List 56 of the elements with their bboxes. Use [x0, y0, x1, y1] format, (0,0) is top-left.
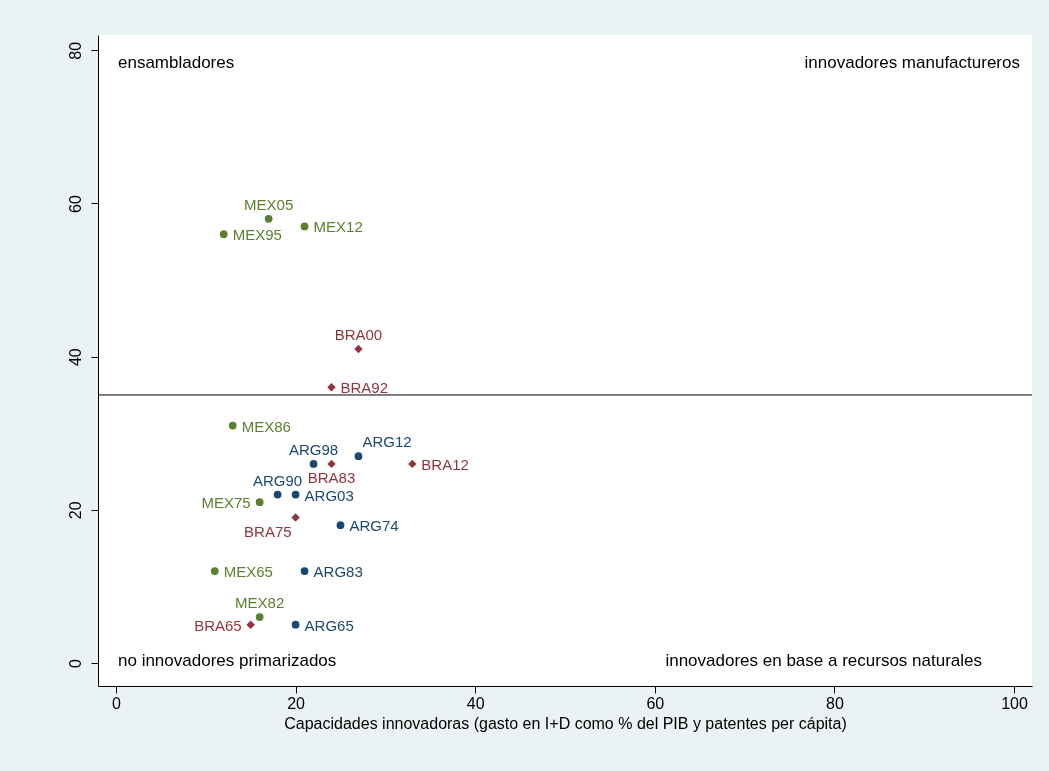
annotation: MEX82: [235, 594, 285, 612]
annotation: MEX12: [313, 218, 363, 236]
point: [291, 620, 300, 629]
point: [309, 460, 318, 468]
point: [300, 567, 309, 575]
annotation: ARG03: [304, 486, 354, 504]
point: [291, 513, 300, 522]
point: [300, 222, 309, 231]
annotation: ARG12: [362, 433, 412, 451]
annotation: MEX86: [241, 417, 291, 435]
x-tick-label: 40: [466, 694, 485, 712]
point: [327, 459, 336, 469]
point: [408, 459, 417, 469]
annotation: ARG98: [288, 440, 339, 458]
annotation: MEX75: [201, 494, 251, 512]
point: [210, 567, 219, 575]
annotation: no innovadores primarizados: [118, 651, 337, 670]
annotation: innovadores manufactureros: [804, 53, 1020, 72]
annotation: MEX65: [223, 563, 273, 581]
annotation: MEX95: [232, 226, 282, 244]
point: [354, 344, 363, 354]
point: [246, 620, 255, 629]
y-tick-label: 60: [66, 194, 84, 213]
point: [354, 452, 363, 461]
y-tick-label: 80: [66, 41, 84, 60]
annotation: BRA75: [244, 522, 292, 540]
point: [291, 490, 300, 499]
point: [273, 490, 282, 499]
point: [327, 383, 336, 392]
x-tick-label: 0: [112, 694, 122, 712]
y-tick-label: 40: [66, 348, 84, 367]
annotation: BRA12: [421, 455, 469, 473]
annotation: ARG90: [253, 471, 303, 489]
annotation: BRA65: [194, 616, 242, 634]
annotation: ARG74: [349, 517, 399, 535]
point: [255, 498, 264, 507]
y-tick-label: 20: [66, 501, 84, 520]
x-axis-title: Capacidades innovadoras (gasto en I+D como % del PIB y patentes per cápita): [284, 714, 847, 732]
point: [219, 230, 228, 238]
annotation: ARG83: [313, 563, 363, 581]
x-tick-label: 80: [826, 694, 844, 712]
annotation: innovadores en base a recursos naturales: [665, 651, 982, 670]
annotation: BRA83: [307, 468, 356, 486]
point: [264, 214, 273, 223]
point: [228, 421, 237, 430]
x-tick-label: 20: [287, 694, 306, 712]
x-tick-label: 60: [646, 694, 665, 712]
annotation: BRA00: [334, 326, 383, 344]
annotation: MEX05: [244, 195, 294, 213]
y-tick-label: 0: [66, 658, 84, 668]
annotation: ARG65: [304, 616, 354, 634]
annotation: BRA92: [340, 379, 389, 397]
point: [336, 521, 345, 530]
x-tick-label: 100: [1001, 694, 1028, 712]
point: [255, 613, 264, 621]
annotation: ensambladores: [118, 53, 235, 72]
